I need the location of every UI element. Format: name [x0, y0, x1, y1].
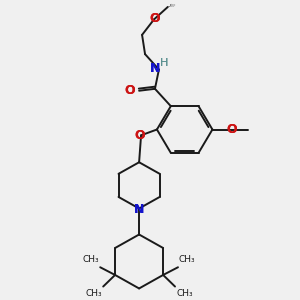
Text: N: N	[134, 203, 144, 216]
Text: methoxy: methoxy	[169, 6, 175, 7]
Text: O: O	[124, 84, 135, 97]
Text: methoxy: methoxy	[170, 4, 176, 5]
Text: O: O	[135, 129, 146, 142]
Text: O: O	[226, 123, 237, 136]
Text: O: O	[135, 129, 146, 142]
Text: H: H	[160, 58, 168, 68]
Text: O: O	[150, 12, 160, 25]
Text: N: N	[150, 62, 160, 75]
Text: O: O	[150, 12, 160, 25]
Text: H: H	[160, 58, 168, 68]
Text: CH₃: CH₃	[179, 255, 196, 264]
Text: O: O	[124, 84, 135, 97]
Text: N: N	[150, 62, 160, 75]
Text: O: O	[226, 123, 237, 136]
Text: CH₃: CH₃	[176, 290, 193, 298]
Text: CH₃: CH₃	[82, 255, 99, 264]
Text: N: N	[134, 203, 144, 216]
Text: methoxy: methoxy	[170, 4, 176, 6]
Text: CH₃: CH₃	[85, 290, 102, 298]
